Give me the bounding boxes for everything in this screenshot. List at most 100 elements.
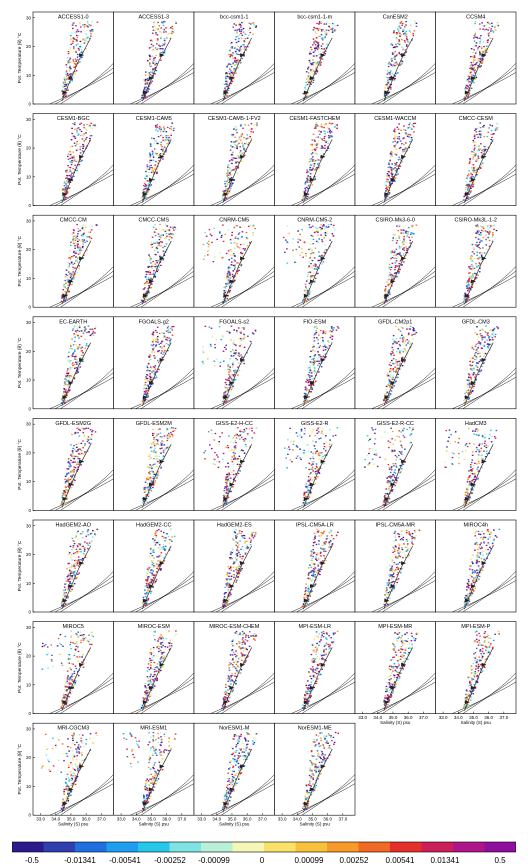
scatter-point <box>403 39 406 42</box>
scatter-point <box>480 234 482 236</box>
scatter-point <box>402 29 404 32</box>
scatter-point <box>480 35 482 37</box>
scatter-point <box>157 341 159 343</box>
scatter-point <box>482 153 485 155</box>
scatter-point <box>319 64 322 66</box>
scatter-point <box>232 161 234 163</box>
scatter-point <box>83 133 85 135</box>
scatter-point <box>308 290 311 292</box>
scatter-point <box>390 58 393 61</box>
scatter-point <box>469 158 471 161</box>
scatter-point <box>162 130 165 133</box>
scatter-point <box>490 225 492 227</box>
scatter-point <box>232 342 235 344</box>
scatter-point <box>229 187 232 190</box>
panel: CSIRO-Mk3-6-0 <box>354 214 436 308</box>
scatter-point <box>468 81 470 83</box>
scatter-point <box>469 84 472 86</box>
scatter-point <box>91 328 94 330</box>
scatter-point <box>473 34 476 37</box>
scatter-point <box>305 96 308 98</box>
scatter-point <box>233 141 235 143</box>
scatter-point <box>146 60 149 62</box>
scatter-point <box>169 340 171 342</box>
scatter-point <box>67 391 69 394</box>
panel-title: CSIRO-Mk3L-1-2 <box>455 218 497 224</box>
scatter-point <box>223 292 226 294</box>
scatter-point <box>240 331 243 333</box>
scatter-point <box>242 144 244 146</box>
scatter-point <box>226 72 229 75</box>
scatter-point <box>144 185 147 188</box>
scatter-point <box>316 48 319 51</box>
scatter-point <box>398 132 401 135</box>
scatter-point <box>397 229 400 232</box>
scatter-point <box>72 123 74 125</box>
scatter-point <box>476 36 478 39</box>
scatter-point <box>254 227 256 230</box>
scatter-point <box>229 376 232 379</box>
scatter-point <box>479 28 481 30</box>
scatter-point <box>238 138 240 140</box>
scatter-point <box>316 327 318 329</box>
panel-title: CNRM-CM5 <box>219 218 249 224</box>
scatter-point <box>225 252 228 255</box>
scatter-point <box>233 268 236 270</box>
scatter-point <box>325 44 328 46</box>
scatter-point <box>485 238 487 241</box>
scatter-point <box>74 252 77 254</box>
scatter-point <box>71 172 73 174</box>
scatter-point <box>70 73 72 75</box>
scatter-point <box>146 294 148 296</box>
scatter-point <box>152 56 155 58</box>
scatter-point <box>496 122 498 124</box>
scatter-point <box>396 53 399 56</box>
scatter-point <box>155 341 157 343</box>
scatter-point <box>388 85 391 87</box>
scatter-point <box>467 173 470 175</box>
scatter-point <box>67 178 69 180</box>
scatter-point <box>168 328 170 331</box>
scatter-point <box>484 230 487 232</box>
arrow-marker <box>148 279 154 284</box>
scatter-point <box>398 253 401 256</box>
scatter-point <box>475 160 477 162</box>
scatter-point <box>396 253 399 255</box>
scatter-point <box>69 153 72 156</box>
panel-frame <box>193 316 275 410</box>
scatter-point <box>467 80 470 82</box>
scatter-point <box>474 172 477 174</box>
scatter-point <box>64 195 67 197</box>
scatter-point <box>227 192 229 194</box>
scatter-point <box>158 241 161 244</box>
density-contour <box>452 173 517 206</box>
scatter-point <box>394 56 396 58</box>
scatter-point <box>70 176 72 178</box>
scatter-point <box>234 167 237 169</box>
scatter-point <box>465 186 467 189</box>
scatter-point <box>69 48 72 50</box>
scatter-point <box>476 168 479 171</box>
arrow-marker <box>240 154 246 159</box>
scatter-point <box>82 39 84 41</box>
scatter-point <box>165 244 168 247</box>
scatter-point <box>313 281 316 283</box>
scatter-point <box>406 235 409 237</box>
scatter-point <box>147 171 150 173</box>
scatter-point <box>315 125 318 127</box>
panel-frame <box>354 11 436 105</box>
scatter-point <box>225 191 228 193</box>
scatter-point <box>314 361 316 363</box>
scatter-point <box>157 259 160 262</box>
scatter-point <box>471 269 474 271</box>
scatter-point <box>73 241 75 243</box>
scatter-point <box>487 35 490 37</box>
scatter-point <box>78 159 80 161</box>
scatter-point <box>228 77 231 79</box>
scatter-point <box>228 379 230 381</box>
scatter-point <box>328 122 331 124</box>
scatter-point <box>314 49 316 51</box>
scatter-point <box>473 56 475 58</box>
scatter-point <box>318 251 320 253</box>
scatter-point <box>493 133 495 135</box>
